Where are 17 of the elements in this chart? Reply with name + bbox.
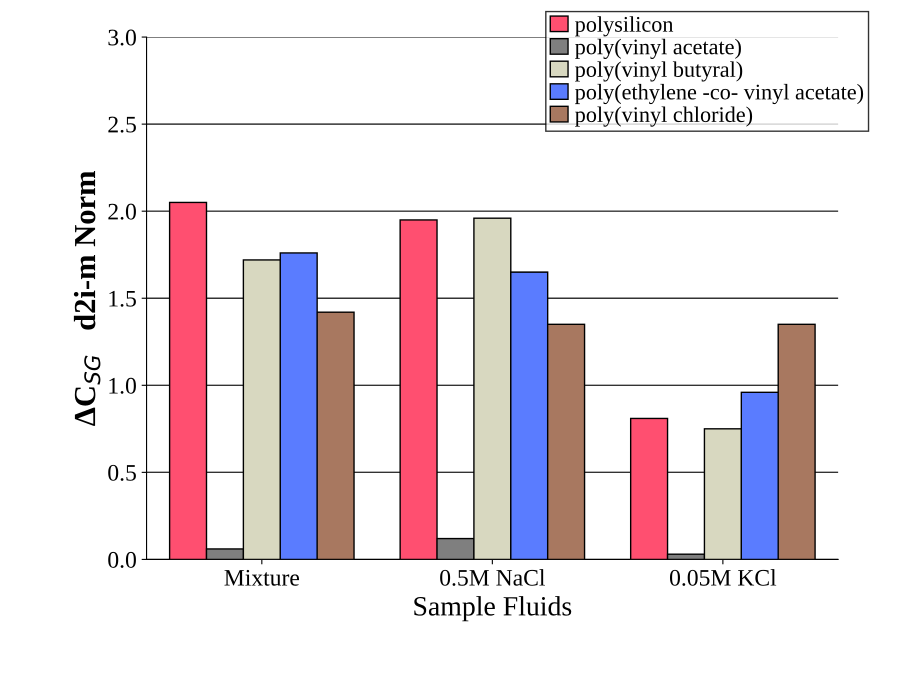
legend-label: poly(vinyl butyral) <box>575 61 742 82</box>
legend-label: poly(ethylene -co- vinyl acetate) <box>575 84 864 104</box>
text: ΔC$_{SG}$ d2i-m Norm <box>74 170 100 426</box>
legend-label: poly(vinyl acetate) <box>575 38 741 59</box>
y-tick-label: 1.0 <box>109 378 136 394</box>
y-tick-label: 3.0 <box>108 30 136 46</box>
x-tick-label: Mixture <box>224 570 300 586</box>
y-tick-label: 2.0 <box>108 204 136 220</box>
y-tick-label: 2.5 <box>108 116 136 133</box>
legend-label: poly(vinyl chloride) <box>575 106 752 127</box>
y-tick-label: 0.5 <box>108 464 136 481</box>
x-axis-title: Sample Fluids <box>414 596 572 622</box>
legend-label: polysilicon <box>575 16 674 36</box>
x-tick-label: 0.05M KCl <box>670 569 776 586</box>
y-tick-label: 1.5 <box>109 290 136 307</box>
y-tick-label: 0.0 <box>108 552 136 568</box>
x-tick-label: 0.5M NaCl <box>440 569 545 586</box>
